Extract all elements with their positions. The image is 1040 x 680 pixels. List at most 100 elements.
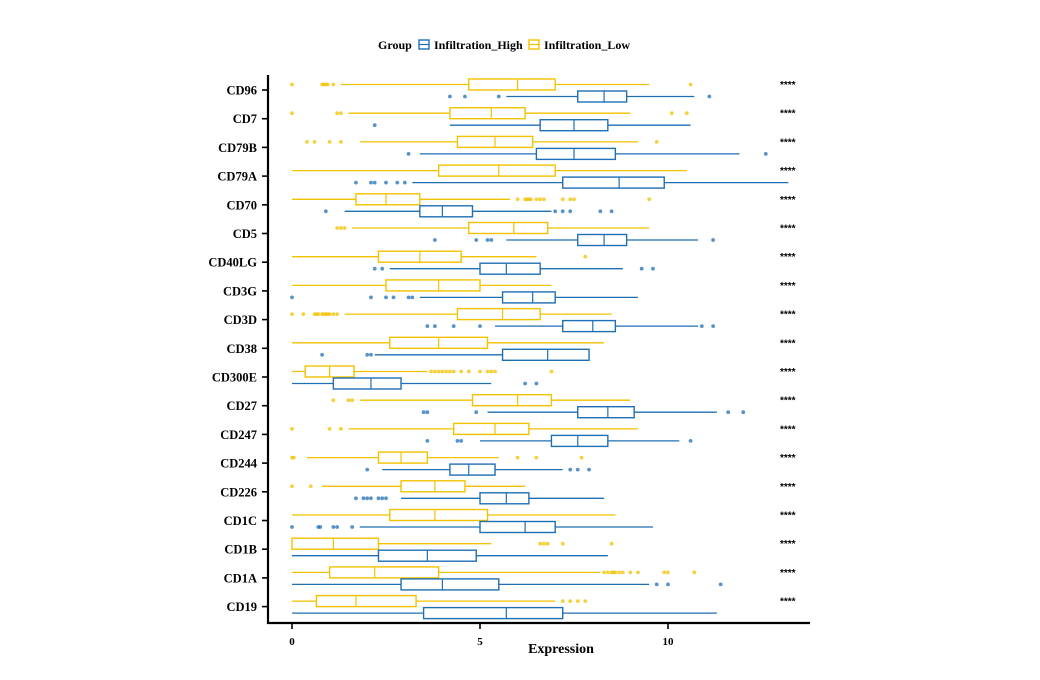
outlier-point-high: [451, 324, 456, 328]
box-low: [331, 394, 631, 407]
box-body-low: [315, 594, 417, 608]
significance-label: ****: [780, 539, 796, 550]
outlier-point-low: [335, 111, 340, 116]
outlier-point-low: [451, 369, 456, 374]
outlier-point-high: [718, 582, 723, 587]
outlier-point-high: [763, 152, 768, 156]
outlier-point-low: [335, 226, 340, 230]
box-body-high: [332, 377, 402, 390]
outlier-point-high: [369, 352, 373, 357]
box-high: [292, 377, 539, 390]
box-high: [354, 492, 605, 505]
box-body-low: [291, 537, 380, 550]
outlier-point-low: [583, 254, 588, 259]
outlier-point-high: [474, 410, 479, 415]
box-high: [425, 434, 693, 448]
outlier-point-high: [361, 496, 366, 501]
significance-label: ****: [780, 137, 796, 148]
significance-label: ****: [780, 109, 796, 120]
box-high: [292, 578, 723, 591]
outlier-point-high: [711, 238, 716, 242]
outlier-point-low: [346, 398, 351, 403]
y-tick-label: CD226: [220, 485, 257, 499]
legend-entry-low: Infiltration_Low: [528, 38, 630, 52]
outlier-point-low: [301, 312, 306, 316]
y-tick-label: CD27: [226, 399, 257, 413]
box-body-low: [389, 508, 489, 522]
outlier-point-high: [369, 295, 373, 300]
outlier-point-low: [669, 111, 674, 116]
outlier-point-low: [560, 541, 565, 546]
outlier-point-high: [726, 410, 731, 415]
outlier-point-low: [617, 570, 622, 575]
plot-area: [290, 78, 789, 620]
outlier-point-high: [372, 266, 377, 271]
outlier-point-low: [432, 369, 437, 374]
outlier-point-low: [338, 140, 343, 144]
significance-label: ****: [780, 597, 796, 608]
box-low: [292, 336, 605, 349]
outlier-point-low: [489, 369, 494, 374]
outlier-point-high: [425, 439, 430, 443]
outlier-point-high: [318, 525, 323, 529]
outlier-point-low: [308, 484, 313, 489]
box-low: [290, 106, 689, 120]
outlier-point-low: [538, 197, 543, 202]
outlier-point-high: [609, 209, 614, 214]
outlier-point-high: [331, 525, 336, 529]
y-tick-label: CD1B: [224, 543, 257, 557]
outlier-point-low: [485, 369, 490, 374]
box-low: [292, 250, 588, 263]
outlier-point-high: [380, 496, 385, 501]
outlier-point-low: [528, 197, 533, 202]
legend: Group Infiltration_High Infiltration_Low: [378, 38, 630, 52]
outlier-point-low: [534, 197, 539, 202]
outlier-point-high: [455, 439, 460, 443]
significance-label: ****: [780, 166, 796, 177]
outlier-point-high: [463, 94, 467, 99]
box-low: [290, 307, 612, 321]
outlier-point-low: [602, 570, 606, 575]
y-tick-label: CD1C: [224, 514, 257, 528]
outlier-point-high: [485, 238, 490, 242]
outlier-point-low: [478, 369, 482, 374]
box-body-low: [437, 164, 556, 177]
significance-label: ****: [780, 310, 796, 321]
legend-label-low: Infiltration_Low: [544, 38, 630, 52]
box-body-low: [471, 394, 553, 407]
box-high: [406, 147, 768, 161]
outlier-point-low: [327, 140, 332, 144]
box-body-high: [501, 291, 556, 304]
outlier-point-high: [369, 496, 373, 501]
box-high: [421, 406, 746, 419]
outlier-point-high: [354, 496, 358, 501]
legend-title: Group: [378, 38, 412, 52]
outlier-point-high: [699, 324, 704, 328]
outlier-point-low: [688, 82, 693, 87]
outlier-point-high: [365, 496, 370, 501]
box-body-high: [400, 578, 500, 591]
outlier-point-high: [432, 238, 437, 242]
outlier-point-high: [369, 180, 373, 185]
outlier-point-low: [684, 111, 689, 116]
outlier-point-high: [384, 295, 388, 300]
box-low: [292, 365, 554, 378]
outlier-point-low: [515, 197, 520, 202]
outlier-point-low: [605, 570, 610, 575]
outlier-point-high: [365, 467, 370, 472]
box-low: [292, 594, 588, 608]
outlier-point-high: [425, 410, 430, 415]
outlier-point-low: [325, 82, 330, 87]
outlier-point-low: [647, 197, 652, 202]
box-high: [292, 549, 608, 562]
box-body-high: [562, 319, 617, 333]
outlier-point-high: [425, 324, 430, 328]
outlier-point-low: [338, 111, 343, 116]
box-body-low: [377, 451, 429, 464]
outlier-point-low: [444, 369, 449, 374]
box-low: [290, 422, 638, 436]
box-body-high: [419, 205, 474, 218]
box-high: [372, 118, 691, 132]
outlier-point-high: [523, 381, 528, 386]
significance-label: ****: [780, 396, 796, 407]
